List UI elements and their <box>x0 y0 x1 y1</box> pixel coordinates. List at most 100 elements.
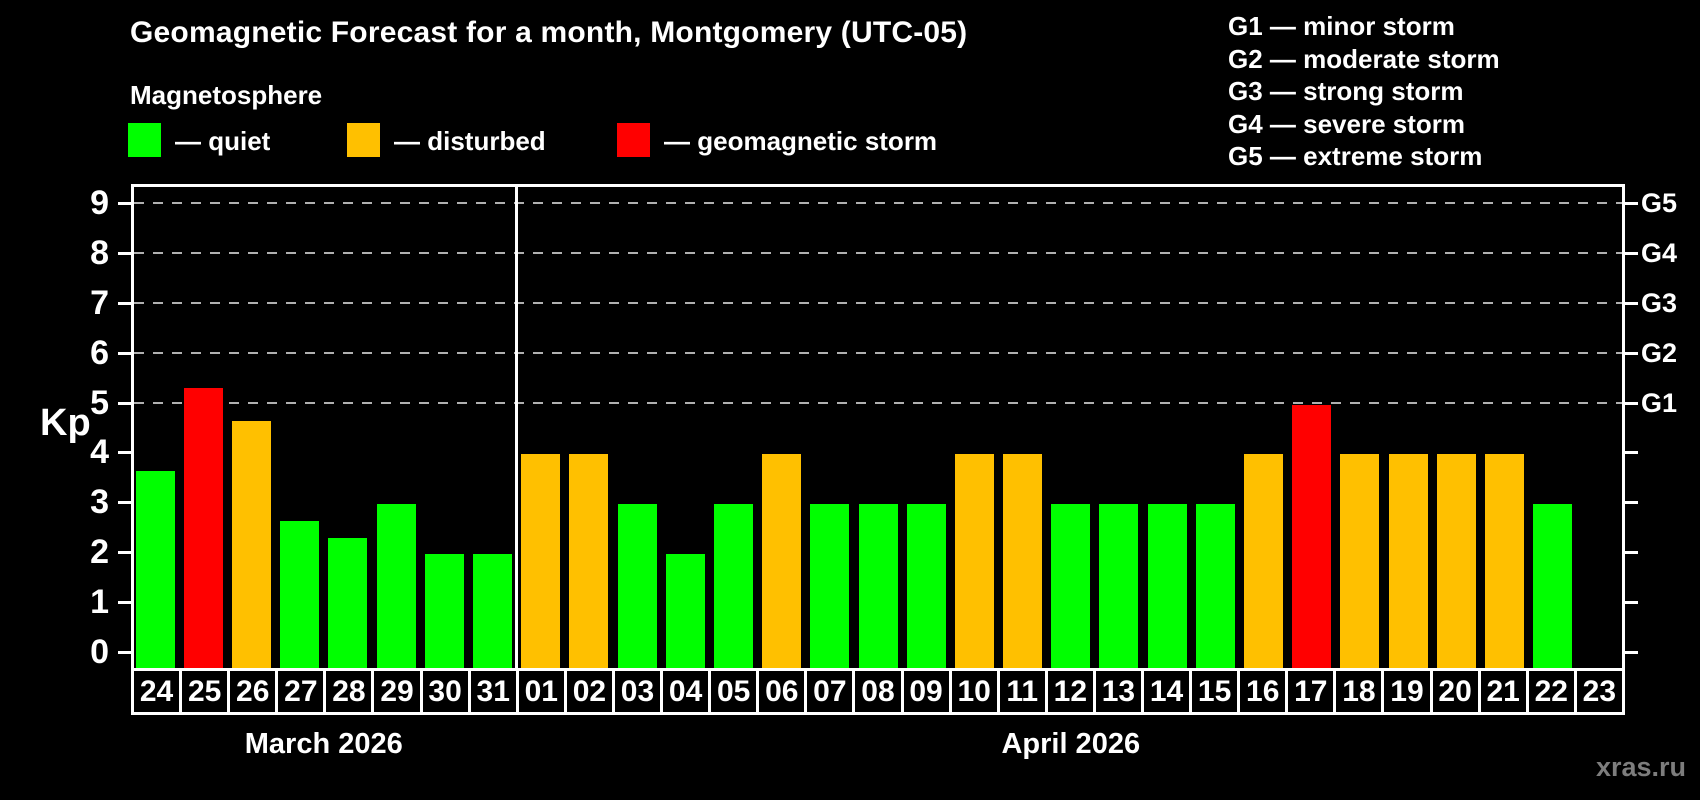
kp-bar-day-11 <box>1003 454 1043 668</box>
date-cell-07: 07 <box>804 668 856 715</box>
y-tick-label-6: 6 <box>90 333 109 372</box>
date-cell-30: 30 <box>419 668 471 715</box>
date-cell-19: 19 <box>1381 668 1433 715</box>
date-cell-02: 02 <box>563 668 615 715</box>
y-tick-right-3 <box>1625 501 1638 505</box>
month-label: April 2026 <box>1001 728 1141 760</box>
date-cell-22: 22 <box>1525 668 1577 715</box>
y-tick-label-1: 1 <box>90 583 109 622</box>
y-tick-label-9: 9 <box>90 183 109 222</box>
date-cell-04: 04 <box>660 668 712 715</box>
g-scale-label-G5: G5 <box>1641 187 1678 218</box>
kp-bar-day-02 <box>569 454 609 668</box>
date-cell-24: 24 <box>131 668 183 715</box>
date-cell-26: 26 <box>227 668 279 715</box>
kp-bar-day-30 <box>424 554 464 668</box>
kp-bar-day-03 <box>617 504 657 668</box>
kp-bar-day-01 <box>521 454 561 668</box>
kp-bar-day-26 <box>231 420 271 668</box>
storm-scale-line: G3 — strong storm <box>1228 76 1464 106</box>
gridline-kp5 <box>134 401 1622 404</box>
kp-bar-day-13 <box>1099 504 1139 668</box>
kp-bar-day-22 <box>1533 504 1573 668</box>
watermark: xras.ru <box>1595 752 1686 782</box>
date-cell-31: 31 <box>467 668 519 715</box>
plot-area: 0 1 2 3 4 5 6 7 8 9 G1 G2 G3 G4 G5 <box>90 184 1677 671</box>
y-tick-label-0: 0 <box>90 633 109 671</box>
y-tick-left-6 <box>118 351 131 355</box>
date-cell-15: 15 <box>1189 668 1241 715</box>
date-cell-14: 14 <box>1140 668 1193 715</box>
kp-bar-day-06 <box>762 454 802 668</box>
date-cell-10: 10 <box>948 668 1000 715</box>
kp-bar-day-18 <box>1340 454 1380 668</box>
right-axis <box>1622 184 1625 671</box>
y-tick-right-4 <box>1625 451 1638 455</box>
date-cell-23: 23 <box>1573 668 1625 715</box>
y-tick-right-6 <box>1625 351 1638 355</box>
date-cell-27: 27 <box>275 668 327 715</box>
date-cell-29: 29 <box>371 668 423 715</box>
kp-bar-day-27 <box>280 520 320 668</box>
y-tick-left-4 <box>118 451 131 455</box>
month-separator <box>515 184 519 671</box>
y-tick-left-1 <box>118 601 131 605</box>
date-cell-13: 13 <box>1092 668 1144 715</box>
kp-bar-day-19 <box>1388 454 1428 668</box>
y-tick-label-7: 7 <box>90 283 109 322</box>
date-cell-20: 20 <box>1429 668 1481 715</box>
g-scale-label-G4: G4 <box>1641 237 1678 268</box>
kp-bar-day-17 <box>1292 404 1332 668</box>
y-tick-left-2 <box>118 551 131 555</box>
g-scale-label-G3: G3 <box>1641 287 1678 318</box>
gridline-kp9 <box>134 201 1622 204</box>
kp-bar-day-04 <box>665 554 705 668</box>
y-tick-label-5: 5 <box>90 383 109 422</box>
kp-bar-day-21 <box>1485 454 1525 668</box>
kp-bar-day-25 <box>183 388 223 668</box>
gridline-kp7 <box>134 301 1622 304</box>
date-cell-21: 21 <box>1477 668 1529 715</box>
kp-bar-day-20 <box>1436 454 1476 668</box>
gridline-kp6 <box>134 351 1622 354</box>
chart-subtitle: Magnetosphere <box>130 80 323 110</box>
kp-bar-day-12 <box>1051 504 1091 668</box>
storm-scale-line: G5 — extreme storm <box>1228 141 1483 171</box>
kp-bar-day-05 <box>713 504 753 668</box>
y-tick-left-5 <box>118 401 131 405</box>
storm-swatch-icon <box>617 123 650 157</box>
kp-bar-day-10 <box>954 454 994 668</box>
y-tick-right-0 <box>1625 651 1638 654</box>
y-tick-left-3 <box>118 501 131 505</box>
chart-title: Geomagnetic Forecast for a month, Montgo… <box>130 16 968 49</box>
date-cell-01: 01 <box>515 668 567 715</box>
storm-scale-line: G2 — moderate storm <box>1228 43 1500 74</box>
storm-scale-line: G1 — minor storm <box>1228 11 1455 41</box>
y-tick-right-1 <box>1625 601 1638 605</box>
date-axis: 24 25 26 27 28 29 30 31 01 02 03 04 05 06 07 08 09 10 11 12… <box>131 668 1625 715</box>
kp-bar-day-29 <box>376 504 416 668</box>
y-tick-label-4: 4 <box>90 433 109 472</box>
date-cell-11: 11 <box>996 668 1048 715</box>
y-tick-right-9 <box>1625 201 1638 205</box>
kp-bar-day-15 <box>1195 504 1235 668</box>
disturbed-swatch-icon <box>347 123 380 157</box>
date-cell-12: 12 <box>1044 668 1096 715</box>
date-cell-05: 05 <box>708 668 760 715</box>
storm-scale-legend: G1 — minor storm G2 — moderate storm G3 — … <box>1228 10 1500 173</box>
top-border <box>131 184 1625 187</box>
y-tick-right-7 <box>1625 301 1638 305</box>
g-scale-label-G1: G1 <box>1641 387 1678 418</box>
y-tick-left-9 <box>118 201 131 205</box>
y-tick-label-2: 2 <box>90 533 109 572</box>
date-cell-17: 17 <box>1285 668 1337 715</box>
quiet-swatch-icon <box>128 123 161 157</box>
y-axis-title: Kp <box>40 402 91 444</box>
date-cell-18: 18 <box>1333 668 1385 715</box>
kp-bar-day-24 <box>135 470 175 668</box>
month-label: March 2026 <box>244 728 403 760</box>
kp-bar-day-28 <box>328 537 368 668</box>
date-cell-06: 06 <box>756 668 808 715</box>
kp-bar-day-31 <box>472 554 512 668</box>
left-axis <box>131 184 134 671</box>
